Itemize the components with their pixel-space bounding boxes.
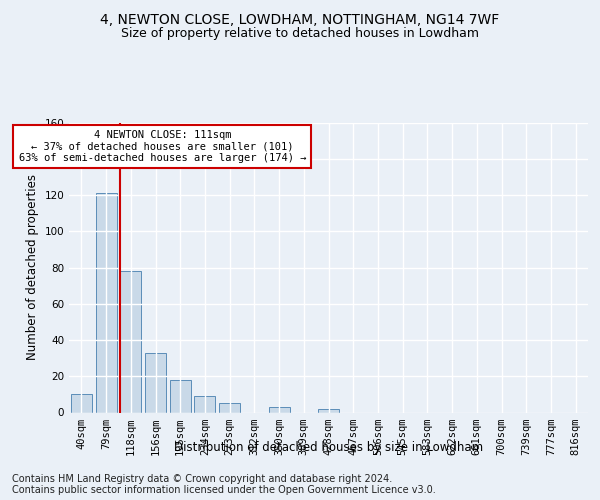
Bar (71, 394, 92, 412)
Bar (318, 409, 339, 412)
Bar (194, 396, 215, 412)
Bar (219, 404, 240, 412)
Text: Contains HM Land Registry data © Crown copyright and database right 2024.: Contains HM Land Registry data © Crown c… (12, 474, 392, 484)
Text: Size of property relative to detached houses in Lowdham: Size of property relative to detached ho… (121, 28, 479, 40)
Text: 4, NEWTON CLOSE, LOWDHAM, NOTTINGHAM, NG14 7WF: 4, NEWTON CLOSE, LOWDHAM, NOTTINGHAM, NG… (100, 12, 500, 26)
Bar (170, 380, 191, 412)
Text: Distribution of detached houses by size in Lowdham: Distribution of detached houses by size … (174, 441, 484, 454)
Bar (145, 352, 166, 412)
Text: Contains public sector information licensed under the Open Government Licence v3: Contains public sector information licen… (12, 485, 436, 495)
Bar (120, 271, 141, 412)
Bar (95, 193, 116, 412)
Y-axis label: Number of detached properties: Number of detached properties (26, 174, 39, 360)
Text: 4 NEWTON CLOSE: 111sqm
← 37% of detached houses are smaller (101)
63% of semi-de: 4 NEWTON CLOSE: 111sqm ← 37% of detached… (19, 130, 306, 163)
Bar (269, 407, 290, 412)
